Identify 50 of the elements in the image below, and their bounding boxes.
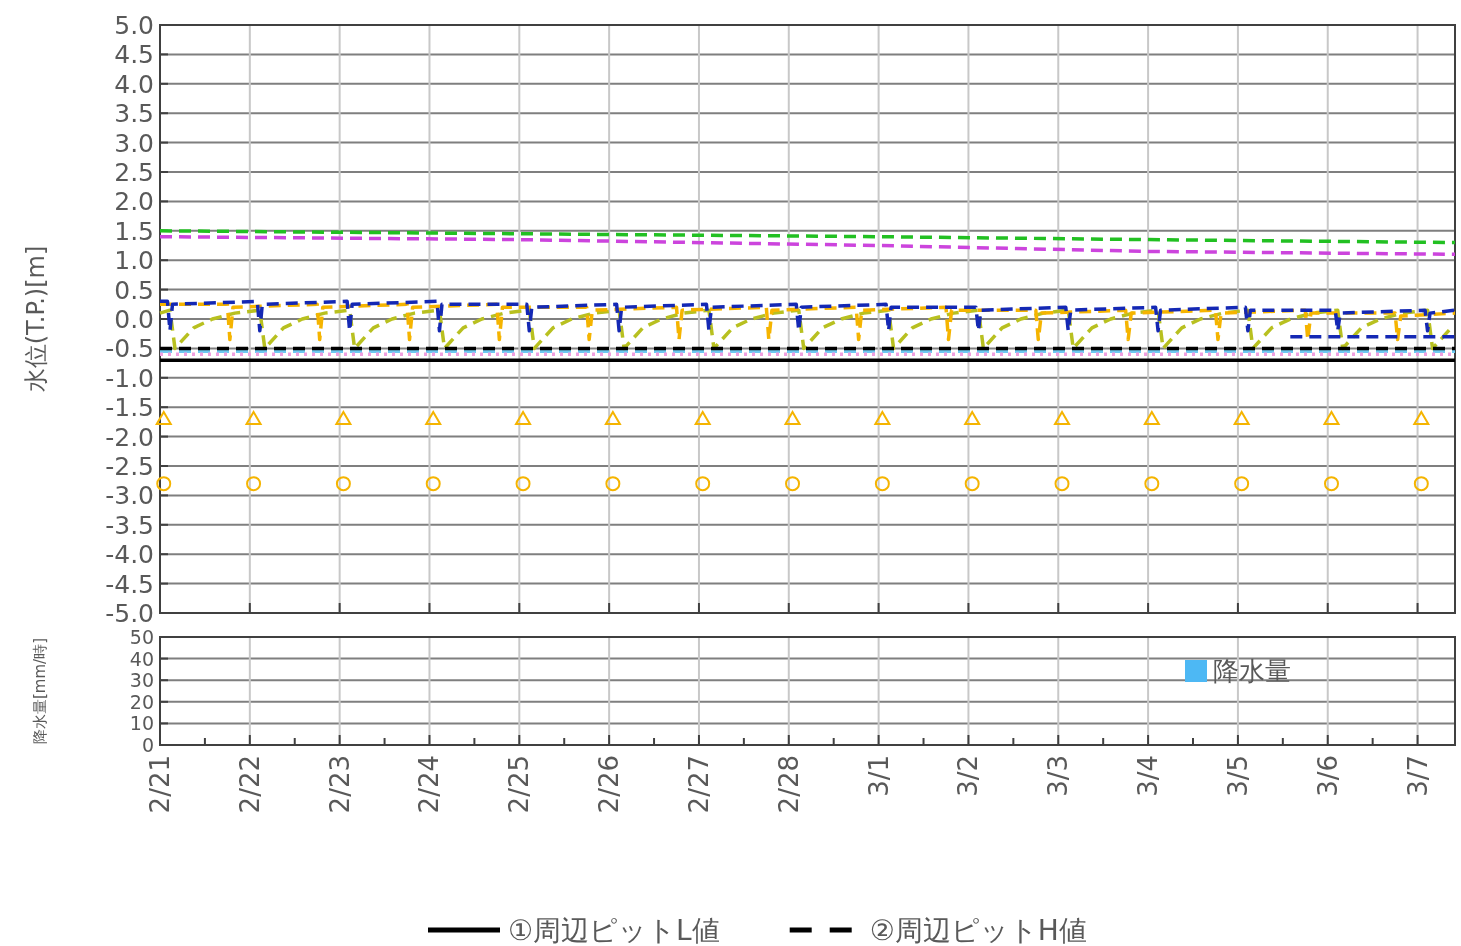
x-tick-label: 3/2 — [953, 755, 984, 797]
y-axis-title: 降水量[mm/時] — [31, 638, 49, 744]
y-tick-label: 40 — [129, 647, 154, 670]
y-tick-label: 0.0 — [114, 304, 154, 334]
legend: ①周辺ピットL値 — [428, 913, 720, 946]
y-tick-label: 3.5 — [114, 98, 154, 128]
x-tick-label: 2/23 — [324, 755, 355, 814]
legend: 降水量 — [1185, 656, 1291, 686]
y-tick-label: 1.0 — [114, 245, 154, 275]
y-tick-label: 4.5 — [114, 39, 154, 69]
y-tick-label: 2.5 — [114, 157, 154, 187]
y-tick-label: -2.5 — [105, 451, 154, 481]
x-tick-label: 2/25 — [504, 755, 535, 814]
x-tick-label: 3/4 — [1133, 755, 1164, 797]
y-tick-label: 1.5 — [114, 216, 154, 246]
y-tick-label: -0.5 — [105, 333, 154, 363]
x-tick-label: 2/22 — [234, 755, 265, 814]
y-tick-label: 10 — [129, 712, 154, 735]
x-tick-label: 2/26 — [594, 755, 625, 814]
y-tick-label: -1.5 — [105, 392, 154, 422]
y-tick-label: 0 — [141, 734, 154, 756]
legend-label: ②周辺ピットH値 — [869, 913, 1087, 946]
x-tick-label: 3/7 — [1402, 755, 1433, 797]
y-tick-label: 30 — [129, 669, 154, 692]
x-tick-label: 3/1 — [863, 755, 894, 797]
legend-label: ①周辺ピットL値 — [508, 913, 720, 946]
y-tick-label: -2.0 — [105, 422, 154, 452]
y-tick-label: -5.0 — [105, 598, 154, 628]
x-tick-label: 3/5 — [1222, 755, 1253, 797]
y-tick-label: 2.0 — [114, 186, 154, 216]
y-tick-label: 0.5 — [114, 275, 154, 305]
legend-label: 降水量 — [1213, 656, 1291, 686]
y-tick-label: -3.0 — [105, 480, 154, 510]
y-tick-label: -4.0 — [105, 539, 154, 569]
x-tick-label: 2/21 — [145, 755, 175, 814]
y-tick-label: 20 — [129, 690, 154, 713]
y-tick-label: -4.5 — [105, 569, 154, 599]
legend: ②周辺ピットH値 — [789, 913, 1087, 946]
y-axis-title: 水位(T.P.)[m] — [22, 245, 50, 393]
y-tick-label: 3.0 — [114, 128, 154, 158]
y-tick-label: -3.5 — [105, 510, 154, 540]
x-tick-label: 2/24 — [414, 755, 445, 814]
x-tick-label: 3/3 — [1043, 755, 1074, 797]
y-tick-label: 50 — [129, 626, 154, 648]
x-tick-label: 2/28 — [773, 755, 804, 814]
y-tick-label: 4.0 — [114, 69, 154, 99]
y-tick-label: 5.0 — [114, 10, 154, 40]
x-tick-label: 3/6 — [1312, 755, 1343, 797]
y-tick-label: -1.0 — [105, 363, 154, 393]
x-tick-label: 2/27 — [683, 755, 714, 814]
